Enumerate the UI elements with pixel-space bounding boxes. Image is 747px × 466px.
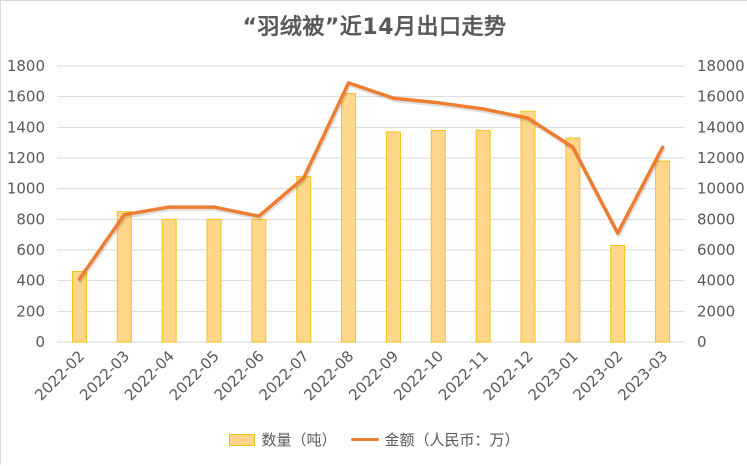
- bar: [251, 218, 267, 343]
- y-left-tick: 1800: [7, 57, 45, 75]
- y-right-tick: 18000: [697, 57, 745, 75]
- gridlines: [57, 65, 685, 343]
- y-axis-left: 0 200 400 600 800 1000 1200 1400 1600 1800: [7, 57, 45, 351]
- y-right-tick: 8000: [697, 210, 735, 228]
- bar: [475, 129, 491, 343]
- y-left-tick: 400: [16, 272, 45, 290]
- y-right-tick: 16000: [697, 88, 745, 106]
- y-right-tick: 2000: [697, 302, 735, 320]
- y-left-tick: 0: [35, 333, 45, 351]
- legend-label-amount: 金额（人民币：万）: [384, 431, 520, 449]
- y-right-tick: 10000: [697, 180, 745, 198]
- y-left-tick: 1400: [7, 118, 45, 136]
- legend-item-quantity: 数量（吨）: [229, 429, 337, 450]
- y-right-tick: 4000: [697, 272, 735, 290]
- bar: [161, 218, 177, 343]
- y-left-tick: 800: [16, 210, 45, 228]
- y-right-tick: 0: [697, 333, 707, 351]
- y-right-tick: 12000: [697, 149, 745, 167]
- line-swatch-icon: [350, 438, 379, 441]
- bar: [385, 131, 401, 343]
- bar: [565, 137, 581, 343]
- bar: [341, 93, 357, 343]
- bar: [296, 175, 312, 343]
- bar: [655, 160, 671, 343]
- bar: [116, 211, 132, 343]
- bar: [520, 110, 536, 343]
- y-left-tick: 200: [16, 302, 45, 320]
- y-left-tick: 1200: [7, 149, 45, 167]
- y-left-tick: 600: [16, 241, 45, 259]
- line-path: [77, 81, 665, 281]
- x-tick-label: 2023-03: [614, 347, 671, 404]
- x-axis-labels: 2022-022022-032022-042022-052022-062022-…: [31, 347, 671, 404]
- legend-item-amount: 金额（人民币：万）: [350, 429, 520, 450]
- bar: [206, 218, 222, 343]
- y-left-tick: 1000: [7, 180, 45, 198]
- line-series-amount: [77, 81, 666, 284]
- bar: [610, 244, 626, 343]
- bar-swatch-icon: [229, 433, 256, 446]
- y-axis-right: 0 2000 4000 6000 8000 10000 12000 14000 16000 180…: [697, 57, 745, 351]
- y-right-tick: 14000: [697, 118, 745, 136]
- bar-series-quantity: [71, 93, 671, 343]
- chart-title: “羽绒被”近14月出口走势: [242, 15, 507, 40]
- y-right-tick: 6000: [697, 241, 735, 259]
- y-left-tick: 1600: [7, 88, 45, 106]
- bar: [71, 270, 87, 343]
- legend: 数量（吨） 金额（人民币：万）: [1, 429, 747, 450]
- bar: [430, 129, 446, 343]
- legend-label-quantity: 数量（吨）: [261, 431, 337, 449]
